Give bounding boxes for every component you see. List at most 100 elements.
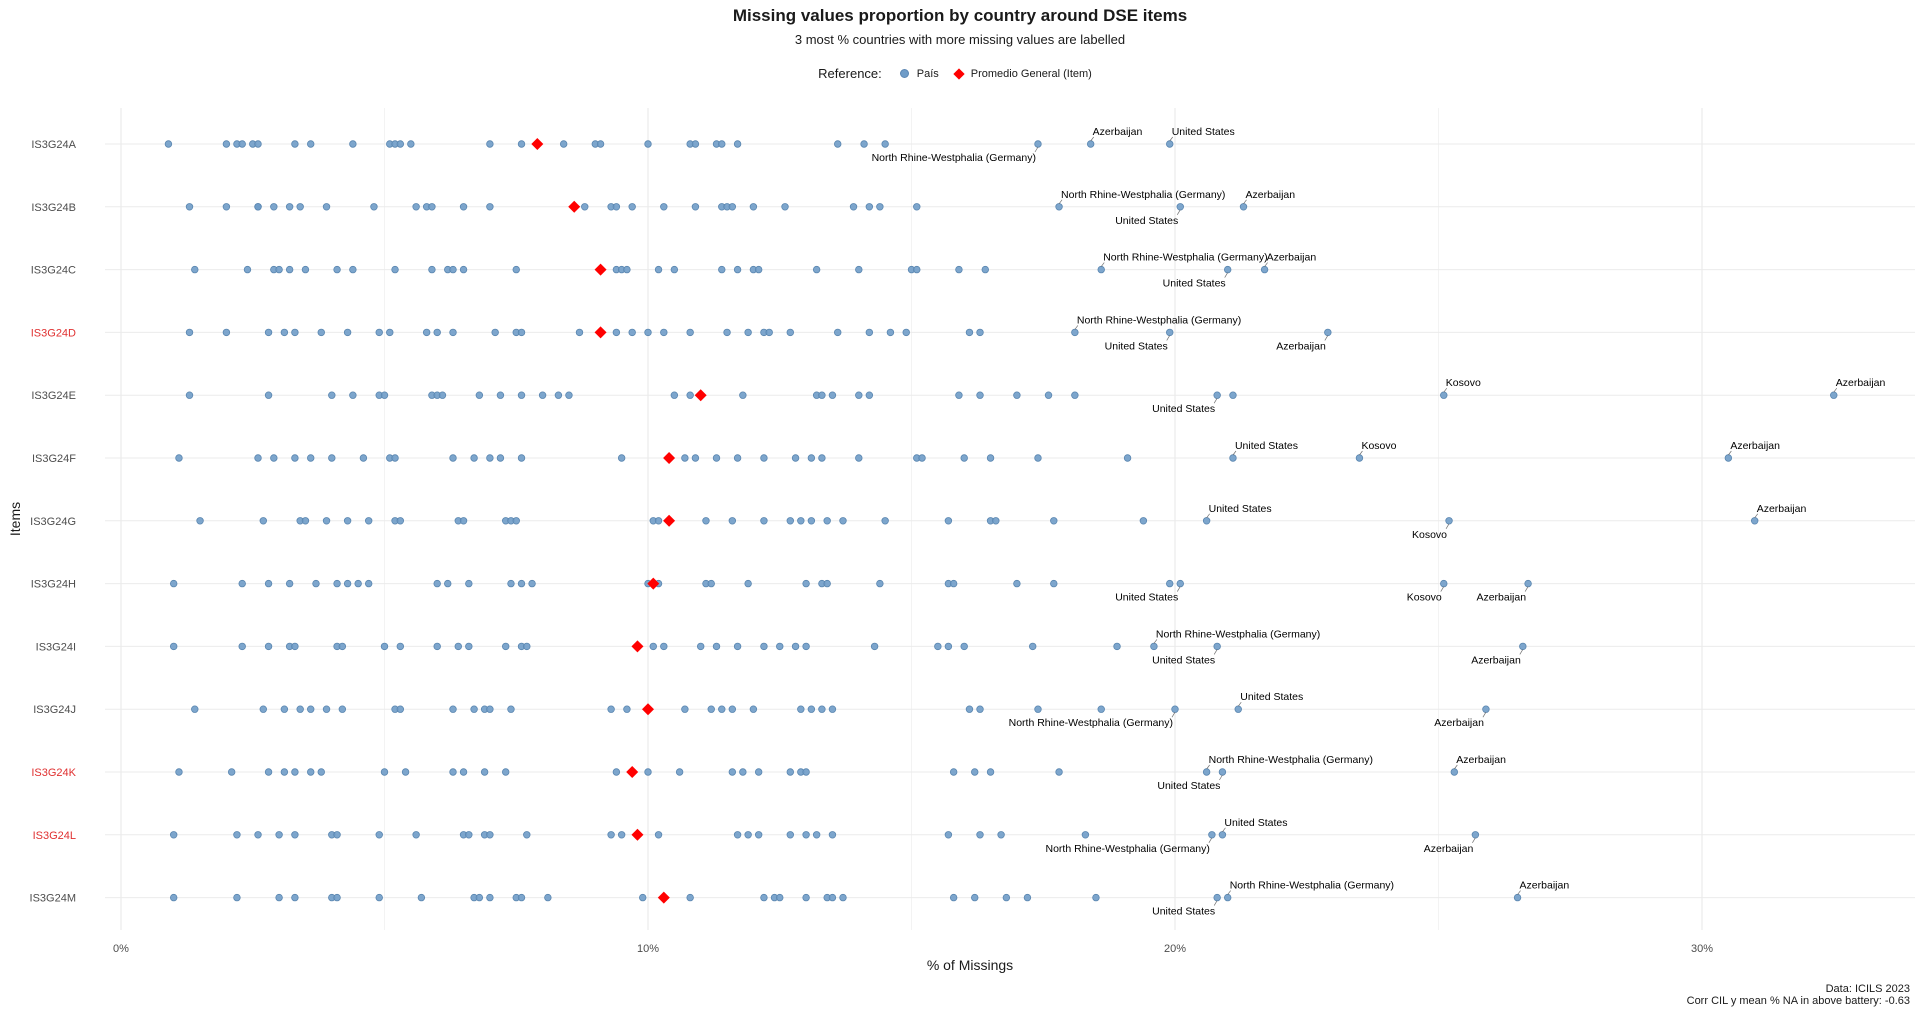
x-axis-title: % of Missings xyxy=(927,957,1013,973)
country-point xyxy=(1081,831,1090,839)
country-point xyxy=(681,454,689,462)
country-point xyxy=(1229,391,1237,399)
country-point xyxy=(517,893,526,902)
country-point xyxy=(1034,705,1042,713)
country-point xyxy=(1324,328,1332,337)
country-point xyxy=(349,391,357,399)
country-point xyxy=(380,768,389,776)
country-point xyxy=(886,328,895,337)
country-point xyxy=(644,768,652,776)
country-point xyxy=(1445,517,1453,525)
country-point xyxy=(396,642,405,651)
country-point xyxy=(1166,579,1174,588)
country-point xyxy=(828,893,837,902)
country-point xyxy=(291,642,299,651)
country-point xyxy=(944,517,953,525)
point-label: United States xyxy=(1152,403,1215,415)
country-point xyxy=(1202,768,1211,776)
country-point xyxy=(697,642,705,651)
country-point xyxy=(428,265,436,274)
country-point xyxy=(1218,831,1227,839)
country-point xyxy=(955,391,963,399)
country-point xyxy=(243,265,252,274)
country-point xyxy=(691,454,700,462)
country-point xyxy=(1202,517,1211,525)
country-point xyxy=(834,328,842,337)
label-leader-line xyxy=(1445,523,1450,529)
country-point xyxy=(175,768,183,776)
country-point xyxy=(718,265,726,274)
country-point xyxy=(486,454,494,462)
country-point xyxy=(412,203,420,211)
country-point xyxy=(765,328,773,337)
country-point xyxy=(712,454,721,462)
country-point xyxy=(375,831,383,839)
country-point xyxy=(881,140,889,148)
country-point xyxy=(823,579,831,588)
country-point xyxy=(438,391,447,399)
country-point xyxy=(1171,705,1179,713)
country-point xyxy=(728,768,737,776)
country-point xyxy=(612,328,621,337)
country-point xyxy=(965,328,974,337)
label-leader-line xyxy=(1833,387,1838,393)
country-point xyxy=(196,517,204,525)
country-point xyxy=(760,893,768,902)
country-point xyxy=(312,579,320,588)
country-point xyxy=(169,831,178,839)
point-label: United States xyxy=(1224,817,1287,829)
mean-point xyxy=(657,891,670,904)
label-leader-line xyxy=(1224,272,1229,278)
country-point xyxy=(1097,705,1105,713)
country-point xyxy=(285,265,294,274)
country-point xyxy=(802,642,810,651)
country-point xyxy=(254,831,262,839)
country-point xyxy=(486,140,494,148)
country-point xyxy=(1223,893,1232,902)
label-leader-line xyxy=(1219,774,1223,781)
country-point xyxy=(707,579,715,588)
country-point xyxy=(254,140,262,148)
country-point xyxy=(865,391,874,399)
mean-point xyxy=(594,263,607,276)
country-point xyxy=(739,768,747,776)
country-point xyxy=(855,391,863,399)
country-point xyxy=(1213,893,1221,902)
country-point xyxy=(1524,579,1532,588)
country-point xyxy=(1013,391,1021,399)
country-point xyxy=(317,768,325,776)
country-point xyxy=(802,893,810,902)
point-label: Kosovo xyxy=(1361,440,1396,452)
country-point xyxy=(264,642,273,651)
country-point xyxy=(654,265,663,274)
country-point xyxy=(654,831,663,839)
country-point xyxy=(449,265,457,274)
country-point xyxy=(291,831,299,839)
mean-point xyxy=(594,326,607,339)
country-point xyxy=(865,203,874,211)
point-label: United States xyxy=(1152,654,1215,666)
country-point xyxy=(654,517,663,525)
country-point xyxy=(559,140,568,148)
country-point xyxy=(185,328,194,337)
country-point xyxy=(1208,831,1216,839)
country-point xyxy=(407,140,415,148)
label-leader-line xyxy=(1153,639,1158,644)
label-leader-line xyxy=(1359,450,1363,456)
label-leader-line xyxy=(1264,262,1268,267)
country-point xyxy=(169,579,178,588)
country-point xyxy=(786,768,794,776)
caption: Data: ICILS 2023 Corr CIL y mean % NA in… xyxy=(1687,983,1910,1007)
country-point xyxy=(502,768,510,776)
country-point xyxy=(480,768,489,776)
country-point xyxy=(1092,893,1100,902)
point-label: North Rhine-Westphalia (Germany) xyxy=(1046,843,1210,855)
country-point xyxy=(238,642,246,651)
country-point xyxy=(507,705,515,713)
country-point xyxy=(396,705,405,713)
country-point xyxy=(828,391,837,399)
country-point xyxy=(185,203,194,211)
country-point xyxy=(1450,768,1459,776)
country-point xyxy=(459,203,468,211)
country-point xyxy=(760,517,768,525)
